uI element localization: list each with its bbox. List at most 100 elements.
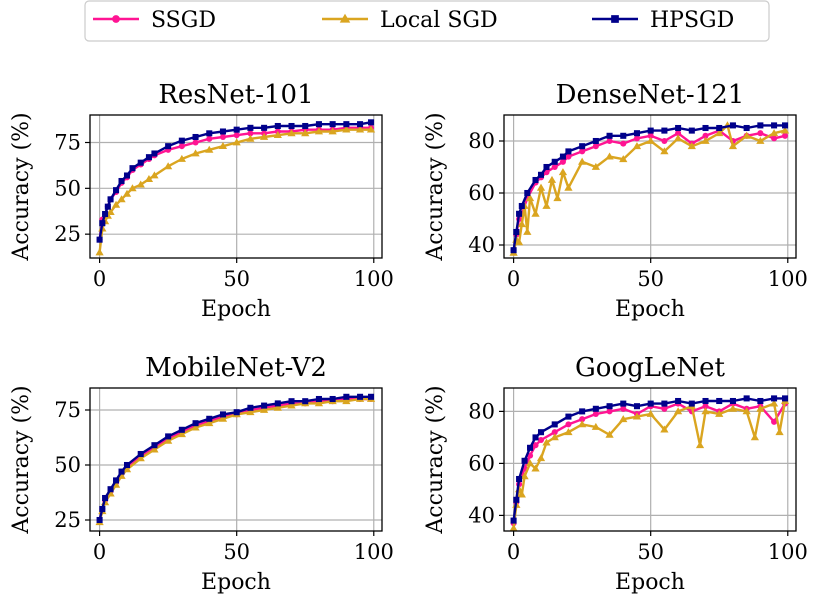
data-point-hpsgd xyxy=(620,400,627,407)
y-axis-label: Accuracy (%) xyxy=(423,385,448,534)
data-point-ssgd xyxy=(233,132,240,139)
legend-entry-ssgd: SSGD xyxy=(93,8,216,33)
data-point-ssgd xyxy=(579,416,586,423)
data-point-ssgd xyxy=(633,135,641,142)
data-point-hpsgd xyxy=(527,444,534,451)
series-group xyxy=(95,393,376,526)
y-tick-label: 60 xyxy=(468,451,495,475)
data-point-local-sgd xyxy=(605,430,614,438)
data-point-local-sgd xyxy=(660,425,669,433)
y-tick-label: 80 xyxy=(468,399,495,423)
data-point-hpsgd xyxy=(233,126,240,133)
data-point-ssgd xyxy=(532,442,539,449)
data-point-local-sgd xyxy=(232,138,241,146)
data-point-hpsgd xyxy=(513,496,520,503)
data-point-local-sgd xyxy=(136,180,145,188)
data-point-hpsgd xyxy=(675,397,682,405)
data-point-local-sgd xyxy=(164,162,173,170)
data-point-local-sgd xyxy=(314,127,324,135)
data-point-hpsgd xyxy=(702,124,709,132)
data-point-local-sgd xyxy=(605,152,614,160)
data-point-local-sgd xyxy=(111,200,121,208)
data-point-ssgd xyxy=(559,158,566,165)
data-point-local-sgd xyxy=(525,459,535,467)
data-point-hpsgd xyxy=(343,393,350,400)
x-tick-label: 50 xyxy=(637,540,664,564)
data-point-hpsgd xyxy=(247,404,254,411)
x-tick-label: 100 xyxy=(354,267,394,291)
data-point-hpsgd xyxy=(537,171,545,178)
data-point-local-sgd xyxy=(525,194,535,202)
data-point-local-sgd xyxy=(259,405,269,413)
data-point-local-sgd xyxy=(177,430,186,438)
data-point-hpsgd xyxy=(113,477,120,484)
data-point-hpsgd xyxy=(329,121,336,128)
data-point-local-sgd xyxy=(523,227,532,235)
data-point-local-sgd xyxy=(756,404,765,412)
data-point-local-sgd xyxy=(95,248,104,256)
data-point-hpsgd xyxy=(96,236,103,243)
data-point-hpsgd xyxy=(274,122,281,130)
data-point-hpsgd xyxy=(551,421,558,428)
data-point-hpsgd xyxy=(729,397,736,405)
series-line-local-sgd xyxy=(98,128,372,253)
data-point-local-sgd xyxy=(128,184,137,192)
data-point-hpsgd xyxy=(559,153,566,160)
axes-frame xyxy=(503,387,797,532)
data-point-local-sgd xyxy=(355,125,365,133)
data-point-hpsgd xyxy=(524,189,531,197)
data-point-local-sgd xyxy=(287,401,296,409)
data-point-hpsgd xyxy=(771,395,778,402)
data-point-hpsgd xyxy=(315,121,322,128)
data-point-hpsgd xyxy=(145,154,152,161)
data-point-local-sgd xyxy=(673,407,683,415)
data-point-hpsgd xyxy=(661,400,668,407)
data-point-hpsgd xyxy=(757,122,764,129)
data-point-hpsgd xyxy=(743,124,750,132)
data-point-local-sgd xyxy=(531,209,540,217)
data-point-hpsgd xyxy=(343,121,350,128)
data-point-hpsgd xyxy=(118,468,125,475)
x-tick-label: 50 xyxy=(223,267,250,291)
data-point-local-sgd xyxy=(509,524,518,531)
data-point-local-sgd xyxy=(646,136,655,144)
data-point-hpsgd xyxy=(543,163,550,171)
data-point-hpsgd xyxy=(151,442,158,449)
data-point-local-sgd xyxy=(150,171,159,179)
x-tick-label: 0 xyxy=(507,267,520,291)
x-tick-label: 100 xyxy=(354,540,394,564)
data-point-hpsgd xyxy=(647,400,654,407)
legend-label-local-sgd: Local SGD xyxy=(380,8,498,33)
data-point-ssgd xyxy=(771,135,778,142)
x-axis-label: Epoch xyxy=(201,570,271,595)
data-point-ssgd xyxy=(620,405,627,412)
data-point-local-sgd xyxy=(619,415,628,423)
chart-title: DenseNet-121 xyxy=(556,80,745,110)
data-point-ssgd xyxy=(661,137,668,145)
series-group xyxy=(509,121,790,256)
data-point-hpsgd xyxy=(633,130,641,137)
data-point-ssgd xyxy=(592,143,599,150)
data-point-local-sgd xyxy=(136,454,145,462)
data-point-hpsgd xyxy=(151,150,158,157)
data-point-hpsgd xyxy=(99,505,106,513)
data-point-hpsgd xyxy=(302,122,309,130)
data-point-local-sgd xyxy=(328,127,337,135)
data-point-hpsgd xyxy=(771,122,778,129)
data-point-ssgd xyxy=(606,137,613,145)
data-point-ssgd xyxy=(782,132,789,139)
x-tick-label: 100 xyxy=(768,267,808,291)
data-point-ssgd xyxy=(702,132,709,139)
data-point-local-sgd xyxy=(728,142,738,150)
data-point-local-sgd xyxy=(542,201,551,209)
data-point-local-sgd xyxy=(769,399,779,407)
data-point-hpsgd xyxy=(102,494,109,502)
data-point-local-sgd xyxy=(536,183,546,191)
data-point-local-sgd xyxy=(117,195,126,203)
data-point-hpsgd xyxy=(633,403,641,410)
data-point-hpsgd xyxy=(178,426,185,433)
data-point-hpsgd xyxy=(513,228,520,236)
data-point-hpsgd xyxy=(716,124,723,132)
data-point-hpsgd xyxy=(137,450,144,458)
data-point-hpsgd xyxy=(165,143,172,150)
